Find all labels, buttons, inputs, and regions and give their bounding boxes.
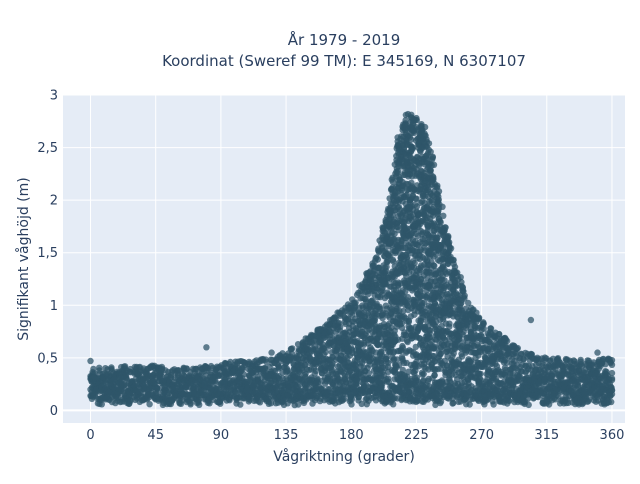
data-point [146,401,152,407]
data-point [506,398,512,404]
data-point [440,213,446,219]
data-point [452,264,458,270]
data-point [217,401,223,407]
data-point [429,156,435,162]
data-point [413,115,419,121]
data-point [391,332,397,338]
data-point [422,124,428,130]
data-point [436,197,442,203]
data-point [480,320,486,326]
data-point [421,371,427,377]
data-point [476,371,482,377]
data-point [515,345,521,351]
data-point [490,401,496,407]
data-point [187,401,193,407]
data-point [289,345,295,351]
data-point [448,245,454,251]
data-point [431,162,437,168]
data-point [390,257,396,263]
data-point [96,365,102,371]
data-point [375,256,381,262]
data-point [323,349,329,355]
data-point [504,338,510,344]
data-point [426,140,432,146]
data-point [404,297,410,303]
data-point [408,180,414,186]
data-point [462,293,468,299]
data-point [450,257,456,263]
data-point [417,267,423,273]
data-point [237,401,243,407]
data-point [99,401,105,407]
data-point [376,304,382,310]
data-point [445,233,451,239]
data-point [430,262,436,268]
data-point [526,402,532,408]
data-point [399,343,405,349]
data-point [178,401,184,407]
data-point [439,204,445,210]
data-point [487,325,493,331]
data-point [108,364,114,370]
data-point [436,188,442,194]
data-point [442,224,448,230]
data-point [446,321,452,327]
data-point [430,174,436,180]
